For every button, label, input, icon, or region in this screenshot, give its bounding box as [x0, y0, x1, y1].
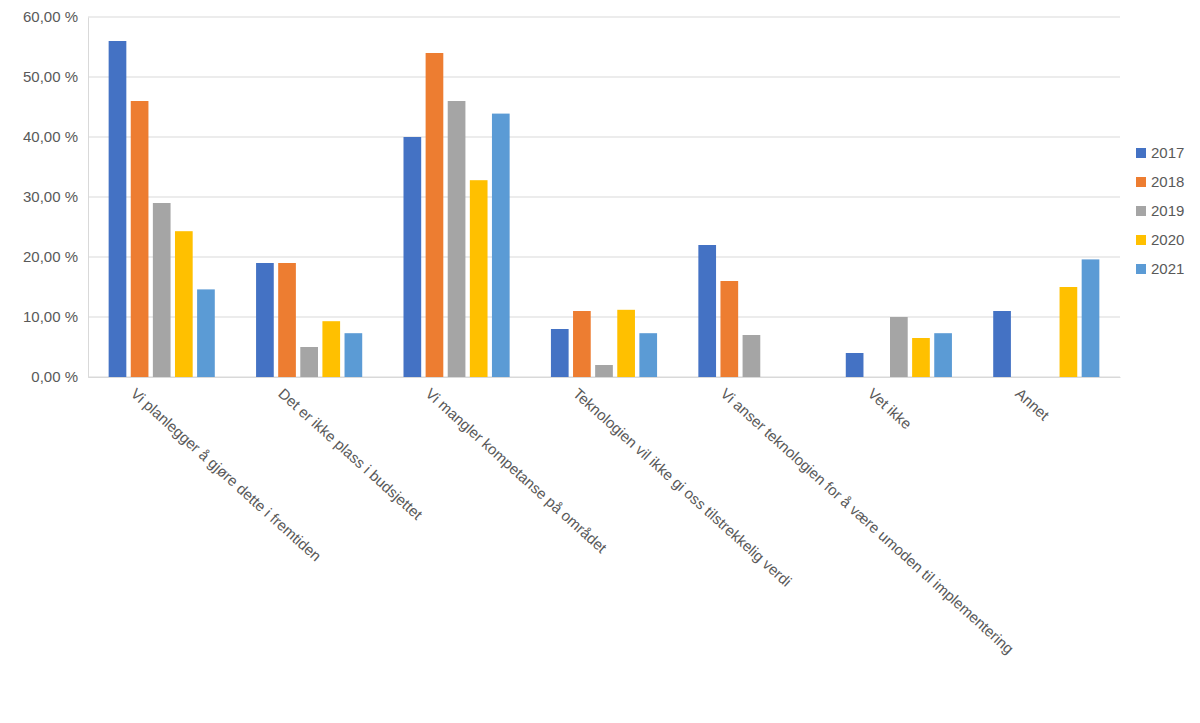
bar [993, 311, 1011, 377]
bar [153, 203, 171, 377]
bar [492, 114, 510, 377]
bar [934, 333, 952, 377]
legend-swatch [1136, 235, 1146, 245]
bar [175, 231, 193, 377]
x-tick-label: Annet [1012, 385, 1053, 424]
x-tick: Vi anser teknologien for å være umoden t… [717, 377, 1017, 657]
bar [278, 263, 296, 377]
bar [890, 317, 908, 377]
legend-label: 2020 [1151, 231, 1184, 248]
grid-line [88, 257, 1120, 258]
bar [403, 137, 421, 377]
legend-item: 2021 [1136, 260, 1184, 277]
y-tick-label: 30,00 % [23, 188, 78, 205]
x-tick: Annet [1012, 377, 1053, 424]
y-tick-label: 40,00 % [23, 128, 78, 145]
series [175, 180, 1077, 377]
legend-label: 2018 [1151, 173, 1184, 190]
series [197, 114, 1099, 377]
y-tick: 40,00 % [23, 128, 88, 145]
x-tick: Det er ikke plass i budsjettet [275, 377, 426, 523]
series [131, 53, 738, 377]
legend-item: 2019 [1136, 202, 1184, 219]
legend: 2017 2018 2019 2020 2021 [1136, 144, 1184, 277]
bar [912, 338, 930, 377]
chart: 0,00 % 10,00 % 20,00 % 30,00 % 40,00 % 50,00 … [0, 0, 1200, 723]
grid [88, 17, 1120, 377]
y-tick-label: 10,00 % [23, 308, 78, 325]
bar [846, 353, 864, 377]
bar [1082, 259, 1100, 377]
bar [131, 101, 149, 377]
legend-swatch [1136, 148, 1146, 158]
grid-line [88, 137, 1120, 138]
x-tick-label: Vet ikke [865, 385, 915, 433]
bar [1060, 287, 1078, 377]
x-tick: Teknologien vil ikke gi oss tilstrekkeli… [570, 377, 795, 590]
y-tick: 60,00 % [23, 8, 88, 25]
bar [426, 53, 444, 377]
y-tick-label: 60,00 % [23, 8, 78, 25]
legend-swatch [1136, 206, 1146, 216]
bar [617, 310, 635, 377]
bar [551, 329, 569, 377]
bar [698, 245, 716, 377]
bar [109, 41, 127, 377]
bar [573, 311, 591, 377]
legend-item: 2017 [1136, 144, 1184, 161]
y-tick: 20,00 % [23, 248, 88, 265]
x-tick: Vet ikke [865, 377, 915, 432]
bar [720, 281, 738, 377]
bar [743, 335, 761, 377]
y-tick-label: 50,00 % [23, 68, 78, 85]
y-tick-label: 0,00 % [31, 368, 78, 385]
y-tick: 0,00 % [31, 368, 88, 385]
x-tick-label: Vi anser teknologien for å være umoden t… [717, 385, 1017, 657]
bar [470, 180, 488, 377]
bar [639, 333, 657, 377]
grid-line [88, 77, 1120, 78]
grid-line [88, 17, 1120, 18]
bar [345, 333, 363, 377]
bar [595, 365, 613, 377]
legend-label: 2021 [1151, 260, 1184, 277]
bar [448, 101, 466, 377]
x-axis-line [89, 377, 1121, 378]
legend-item: 2020 [1136, 231, 1184, 248]
y-tick-label: 20,00 % [23, 248, 78, 265]
bar [300, 347, 318, 377]
series [153, 101, 908, 377]
x-axis: Vi planlegger å gjøre dette i fremtidenD… [89, 377, 1121, 657]
grid-line [88, 317, 1120, 318]
x-tick-label: Vi mangler kompetanse på området [423, 385, 611, 557]
bar [322, 321, 340, 377]
y-tick: 50,00 % [23, 68, 88, 85]
y-tick: 10,00 % [23, 308, 88, 325]
grid-line [88, 197, 1120, 198]
y-axis: 0,00 % 10,00 % 20,00 % 30,00 % 40,00 % 50,00 … [23, 8, 89, 385]
bar [197, 289, 215, 377]
legend-item: 2018 [1136, 173, 1184, 190]
legend-swatch [1136, 264, 1146, 274]
y-axis-line [88, 18, 89, 378]
x-tick-label: Det er ikke plass i budsjettet [275, 385, 426, 524]
bars [109, 41, 1100, 377]
y-tick: 30,00 % [23, 188, 88, 205]
bar [256, 263, 274, 377]
legend-swatch [1136, 177, 1146, 187]
legend-label: 2017 [1151, 144, 1184, 161]
series [109, 41, 1011, 377]
legend-label: 2019 [1151, 202, 1184, 219]
